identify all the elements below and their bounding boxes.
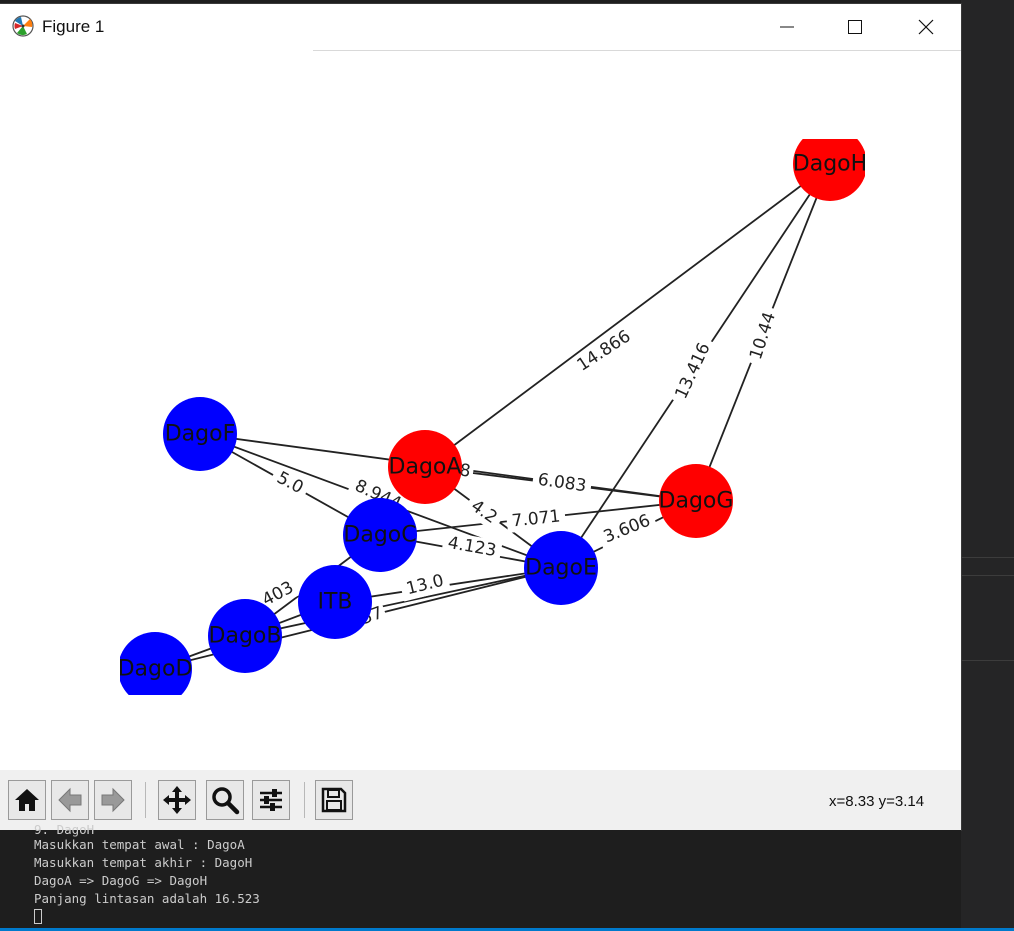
graph-node-DagoA: DagoA [388, 430, 462, 504]
graph-edge-DagoB-DagoE [244, 567, 562, 637]
maximize-button[interactable] [820, 4, 890, 50]
edge-weight-label: 13.416 [668, 335, 718, 407]
graph-node-DagoF: DagoF [163, 397, 237, 471]
move-icon [163, 786, 191, 814]
close-button[interactable] [891, 4, 961, 50]
graph-node-DagoC: DagoC [343, 498, 417, 572]
edge-weight-label: 3.606 [595, 507, 659, 551]
terminal-line: Panjang lintasan adalah 16.523 [34, 891, 260, 906]
terminal-line: Masukkan tempat awal : DagoA [34, 837, 245, 852]
close-icon [918, 19, 934, 35]
node-label: DagoF [165, 422, 236, 447]
save-button[interactable] [315, 780, 353, 820]
terminal-line: DagoA => DagoG => DagoH [34, 873, 208, 888]
arrow-right-icon [101, 787, 125, 813]
graph-edge-DagoA-DagoH [424, 163, 831, 468]
window-title: Figure 1 [42, 17, 105, 36]
terminal-cursor [34, 909, 42, 924]
graph-node-DagoG: DagoG [659, 464, 734, 538]
sliders-icon [260, 789, 282, 811]
graph-node-DagoD: DagoD [118, 632, 193, 695]
minimize-button[interactable] [752, 4, 822, 50]
node-label: DagoC [343, 523, 416, 548]
configure-subplots-button[interactable] [252, 780, 290, 820]
terminal-line: 9. DagoH [34, 822, 95, 837]
terminal-output[interactable]: 9. DagoH Masukkan tempat awal : DagoA Ma… [0, 822, 961, 928]
minimize-icon [780, 26, 794, 28]
home-button[interactable] [8, 780, 46, 820]
graph-node-DagoB: DagoB [208, 599, 282, 673]
cursor-coordinates: x=8.33 y=3.14 [829, 793, 925, 810]
navigation-toolbar: x=8.33 y=3.14 [0, 770, 961, 830]
graph-node-DagoE: DagoE [524, 531, 598, 605]
terminal-line: Masukkan tempat akhir : DagoH [34, 855, 253, 870]
top-dark-edge [0, 0, 1014, 4]
figure-window: Figure 1 14.866 13.416 10.44 5.0 8.944 8 6.083… [0, 4, 961, 830]
node-label: DagoE [525, 556, 597, 581]
zoom-button[interactable] [206, 780, 244, 820]
node-label: DagoA [389, 455, 462, 480]
forward-button[interactable] [94, 780, 132, 820]
node-label: DagoB [209, 624, 282, 649]
edge-weight-label: 5.0 [268, 464, 312, 502]
graph-node-ITB: ITB [298, 565, 372, 639]
magnifier-icon [212, 787, 240, 815]
svg-text:13.416: 13.416 [671, 340, 714, 402]
edge-weight-label: 4.123 [441, 531, 503, 563]
svg-text:3.606: 3.606 [601, 511, 654, 548]
svg-text:10.44: 10.44 [746, 310, 780, 362]
plot-canvas[interactable]: 14.866 13.416 10.44 5.0 8.944 8 6.083 4.2 7.071 4… [0, 51, 961, 770]
pan-button[interactable] [158, 780, 196, 820]
arrow-left-icon [58, 787, 82, 813]
editor-background-panel [961, 0, 1014, 931]
node-label: ITB [317, 590, 352, 615]
maximize-icon [848, 20, 862, 34]
node-label: DagoG [659, 489, 734, 514]
home-icon [15, 789, 39, 811]
matplotlib-logo-icon [12, 15, 34, 37]
floppy-icon [321, 787, 347, 813]
edge-weight-label: 6.083 [531, 468, 593, 498]
node-label: DagoD [118, 657, 193, 682]
edge-weight-label: 10.44 [743, 304, 783, 368]
svg-text:4.123: 4.123 [446, 533, 497, 561]
graph-node-DagoH: DagoH [793, 139, 867, 201]
window-titlebar[interactable]: Figure 1 [0, 4, 961, 50]
node-label: DagoH [793, 152, 867, 177]
back-button[interactable] [51, 780, 89, 820]
status-bar-accent [0, 928, 1014, 931]
edge-weight-label: 7.071 [505, 505, 567, 533]
svg-text:6.083: 6.083 [537, 470, 588, 497]
